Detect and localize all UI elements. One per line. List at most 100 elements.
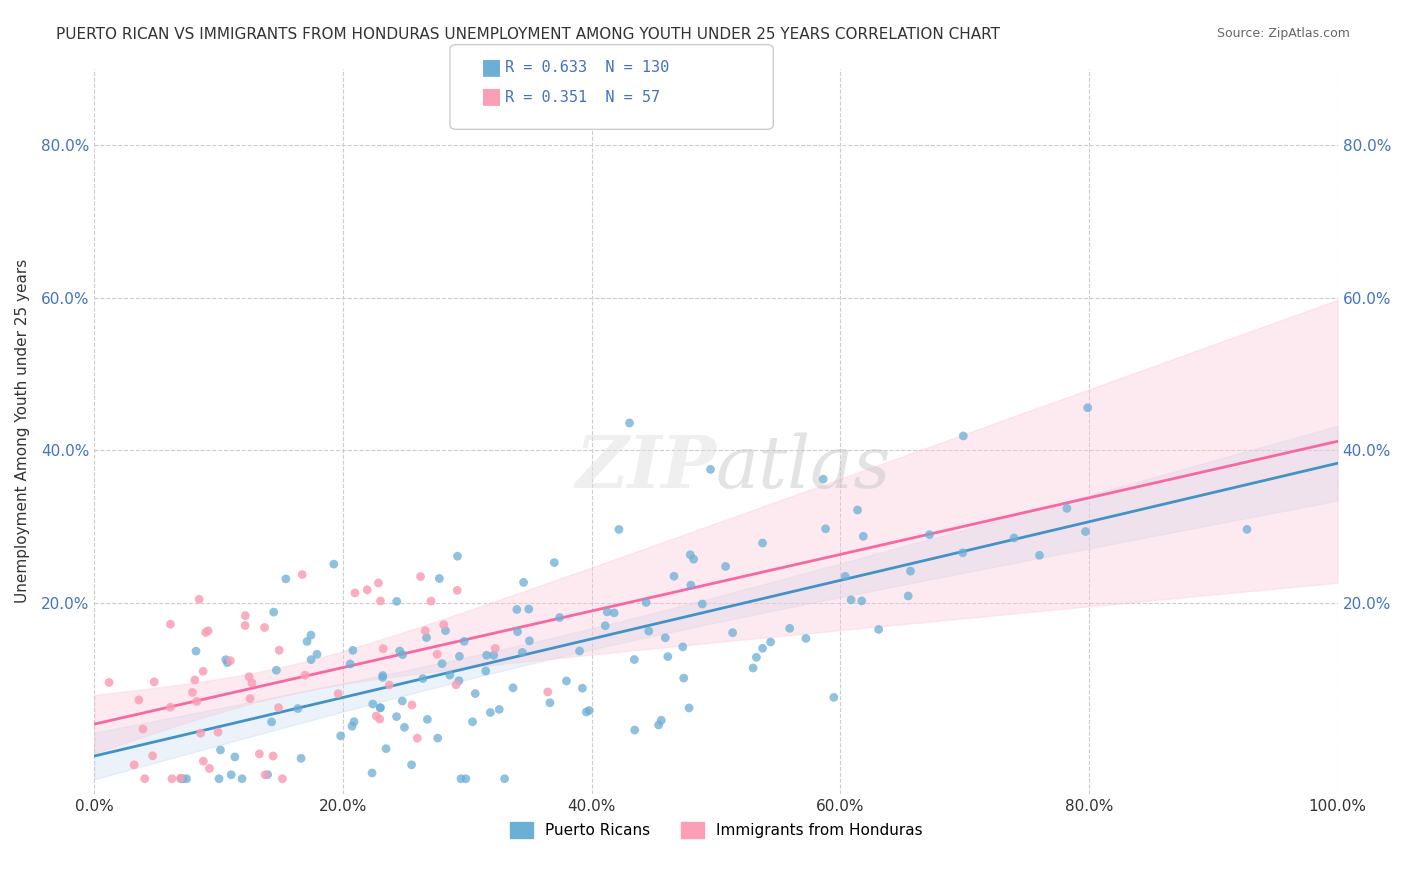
Point <box>231 772 253 786</box>
Point <box>444 678 467 692</box>
Point <box>446 583 468 598</box>
Point <box>449 649 471 664</box>
Text: R = 0.351  N = 57: R = 0.351 N = 57 <box>505 90 659 104</box>
Point <box>385 709 408 723</box>
Point <box>636 595 658 609</box>
Point <box>197 624 219 638</box>
Point <box>555 673 578 688</box>
Point <box>779 621 801 635</box>
Point <box>169 771 191 785</box>
Point <box>952 429 974 443</box>
Point <box>654 631 676 645</box>
Point <box>215 653 238 667</box>
Point <box>361 697 384 711</box>
Point <box>745 650 768 665</box>
Point <box>1236 522 1258 536</box>
Point <box>461 714 484 729</box>
Point <box>370 700 392 714</box>
Point <box>172 772 194 786</box>
Point <box>543 556 565 570</box>
Point <box>274 572 297 586</box>
Point <box>678 701 700 715</box>
Point <box>328 687 350 701</box>
Point <box>699 462 721 476</box>
Point <box>375 741 398 756</box>
Point <box>181 685 204 699</box>
Point <box>759 635 782 649</box>
Point <box>952 546 974 560</box>
Point <box>568 644 591 658</box>
Point <box>474 664 496 678</box>
Point <box>464 687 486 701</box>
Point <box>98 675 121 690</box>
Point <box>682 552 704 566</box>
Text: ■: ■ <box>481 87 502 106</box>
Point <box>502 681 524 695</box>
Point <box>143 674 166 689</box>
Point <box>623 652 645 666</box>
Point <box>647 718 669 732</box>
Point <box>356 582 378 597</box>
Point <box>160 772 183 786</box>
Point <box>512 645 534 659</box>
Point <box>406 731 429 746</box>
Point <box>394 720 416 734</box>
Point <box>575 705 598 719</box>
Point <box>1074 524 1097 539</box>
Point <box>811 472 834 486</box>
Point <box>868 623 890 637</box>
Point <box>238 670 260 684</box>
Point <box>209 743 232 757</box>
Point <box>191 665 214 679</box>
Point <box>198 761 221 775</box>
Point <box>512 575 534 590</box>
Point <box>371 670 394 684</box>
Point <box>186 694 208 708</box>
Point <box>897 589 920 603</box>
Point <box>219 768 242 782</box>
Point <box>368 712 391 726</box>
Point <box>366 709 388 723</box>
Point <box>217 656 239 670</box>
Point <box>479 706 502 720</box>
Point <box>266 663 288 677</box>
Point <box>484 641 506 656</box>
Point <box>409 569 432 583</box>
Point <box>128 693 150 707</box>
Point <box>672 640 695 654</box>
Point <box>239 691 262 706</box>
Point <box>692 597 714 611</box>
Point <box>607 523 630 537</box>
Point <box>247 747 270 761</box>
Point <box>506 624 529 639</box>
Point <box>1056 501 1078 516</box>
Point <box>378 678 401 692</box>
Point <box>342 643 364 657</box>
Point <box>714 559 737 574</box>
Point <box>190 726 212 740</box>
Point <box>295 634 318 648</box>
Point <box>208 772 231 786</box>
Point <box>263 605 285 619</box>
Point <box>122 757 145 772</box>
Point <box>193 754 215 768</box>
Point <box>679 578 702 592</box>
Point <box>1077 401 1099 415</box>
Point <box>433 617 456 632</box>
Point <box>430 657 453 671</box>
Point <box>233 618 256 632</box>
Point <box>434 624 457 638</box>
Point <box>385 594 408 608</box>
Point <box>233 608 256 623</box>
Point <box>593 618 616 632</box>
Point <box>271 772 294 786</box>
Point <box>851 594 873 608</box>
Point <box>291 567 314 582</box>
Point <box>224 750 246 764</box>
Point <box>453 634 475 648</box>
Point <box>391 648 413 662</box>
Point <box>450 772 472 786</box>
Point <box>571 681 593 696</box>
Point <box>834 569 856 583</box>
Point <box>388 644 411 658</box>
